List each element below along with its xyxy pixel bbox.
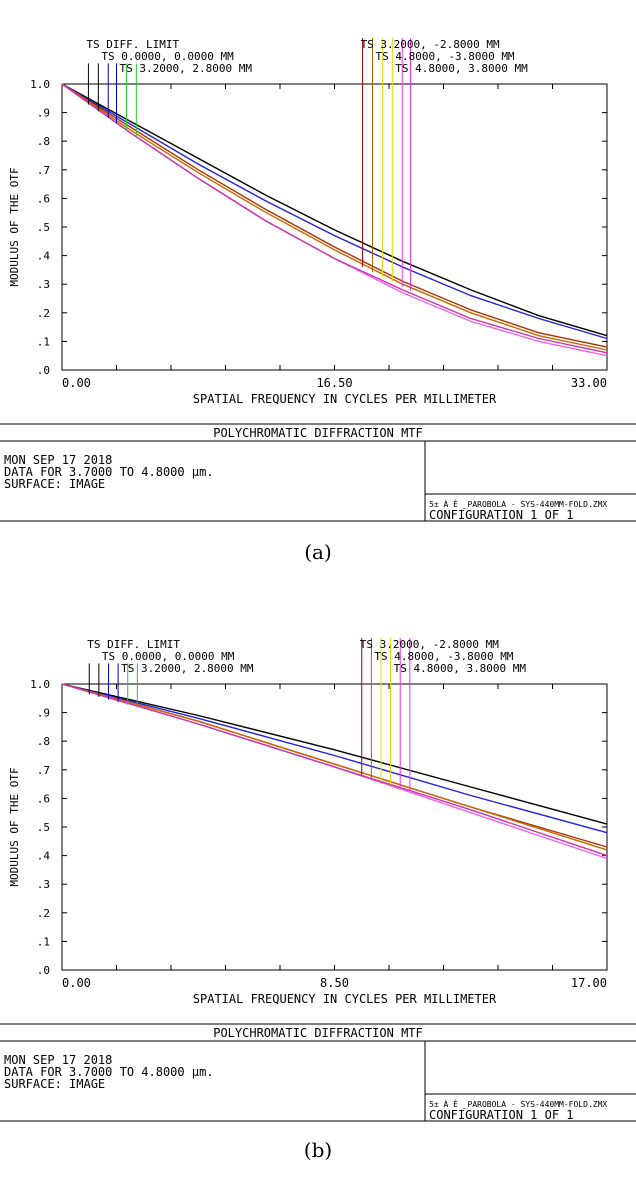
mtf-curve-3 — [61, 83, 608, 348]
legend-left-3: TS 3.2000, 2.8000 MM — [120, 62, 253, 75]
y-tick-label: .5 — [37, 821, 50, 834]
legend-left-2: TS 0.0000, 0.0000 MM — [102, 650, 235, 663]
y-tick-label: .2 — [37, 907, 50, 920]
mtf-chart-b: .0 .1 .2 .3 .4 .5 .6 .7 .8 .9 1.0 0.00 8.50 17.00 SPAT… — [0, 600, 636, 1201]
caption-b: (b) — [303, 1138, 333, 1162]
legend-left-1: TS DIFF. LIMIT — [86, 38, 179, 51]
y-axis-title: MODULUS OF THE OTF — [8, 767, 21, 886]
footer-file-name: 5± À È _PAROBOLA - SYS-440MM-FOLD.ZMX — [429, 498, 607, 509]
y-tick-label: .9 — [37, 707, 50, 720]
x-tick-label: 8.50 — [320, 976, 349, 990]
legend-right-2: TS 4.8000, -3.8000 MM — [375, 50, 514, 63]
y-tick-label: .6 — [37, 192, 50, 205]
plot-frame — [61, 83, 608, 371]
y-tick-label: .5 — [37, 221, 50, 234]
mtf-curve-1 — [61, 683, 608, 825]
footer-surface: SURFACE: IMAGE — [4, 477, 105, 491]
legend-right-3: TS 4.8000, 3.8000 MM — [395, 62, 528, 75]
y-tick-label: 1.0 — [30, 78, 50, 91]
mtf-plot-b: .0 .1 .2 .3 .4 .5 .6 .7 .8 .9 1.0 0.00 8.50 17.00 SPAT… — [0, 637, 636, 1122]
caption-a: (a) — [304, 540, 332, 564]
y-axis-title: MODULUS OF THE OTF — [8, 167, 21, 286]
mtf-curve-5 — [61, 83, 608, 357]
legend-left-2: TS 0.0000, 0.0000 MM — [101, 50, 234, 63]
mtf-curve-2 — [61, 83, 608, 340]
plot-frame — [61, 683, 608, 971]
x-tick-label: 16.50 — [316, 376, 352, 390]
footer-data-range: DATA FOR 3.7000 TO 4.8000 µm. — [4, 1065, 214, 1079]
footer-file-name: 5± À È _PAROBOLA - SYS-440MM-FOLD.ZMX — [429, 1098, 607, 1109]
legend-right-3: TS 4.8000, 3.8000 MM — [394, 662, 527, 675]
y-tick-label: .2 — [37, 307, 50, 320]
mtf-curve-6 — [61, 83, 608, 354]
legend-left-3: TS 3.2000, 2.8000 MM — [121, 662, 254, 675]
footer-configuration: CONFIGURATION 1 OF 1 — [429, 508, 574, 522]
y-tick-label: .6 — [37, 792, 50, 805]
x-tick-label: 0.00 — [62, 376, 91, 390]
mtf-chart-a: .0 .1 .2 .3 .4 .5 .6 .7 .8 .9 1.0 0.00 16.50 33.00 SPA… — [0, 0, 636, 600]
legend-right-1: TS 3.2000, -2.8000 MM — [361, 38, 500, 51]
x-axis-title: SPATIAL FREQUENCY IN CYCLES PER MILLIMET… — [193, 992, 497, 1006]
mtf-curve-2 — [61, 683, 608, 834]
y-tick-label: .1 — [37, 935, 50, 948]
y-tick-label: .8 — [37, 135, 50, 148]
footer-configuration: CONFIGURATION 1 OF 1 — [429, 1108, 574, 1122]
y-tick-label: .3 — [37, 278, 50, 291]
chart-title: POLYCHROMATIC DIFFRACTION MTF — [213, 426, 423, 440]
y-tick-label: .0 — [37, 364, 50, 377]
y-tick-label: .0 — [37, 964, 50, 977]
mtf-curve-6 — [61, 683, 608, 857]
mtf-curve-5 — [61, 683, 608, 860]
y-tick-label: .9 — [37, 107, 50, 120]
y-tick-label: .4 — [37, 850, 51, 863]
x-tick-label: 0.00 — [62, 976, 91, 990]
x-axis-title: SPATIAL FREQUENCY IN CYCLES PER MILLIMET… — [193, 392, 497, 406]
y-tick-label: .3 — [37, 878, 50, 891]
footer-surface: SURFACE: IMAGE — [4, 1077, 105, 1091]
mtf-plot-a: .0 .1 .2 .3 .4 .5 .6 .7 .8 .9 1.0 0.00 16.50 33.00 SPA… — [0, 37, 636, 522]
y-tick-label: .1 — [37, 335, 50, 348]
y-tick-label: .7 — [37, 764, 50, 777]
y-tick-label: .8 — [37, 735, 50, 748]
footer-date: MON SEP 17 2018 — [4, 1053, 112, 1067]
y-tick-label: .7 — [37, 164, 50, 177]
x-tick-label: 33.00 — [571, 376, 607, 390]
y-tick-label: .4 — [37, 250, 51, 263]
y-tick-label: 1.0 — [30, 678, 50, 691]
legend-right-2: TS 4.8000, -3.8000 MM — [374, 650, 513, 663]
legend-right-1: TS 3.2000, -2.8000 MM — [360, 638, 499, 651]
footer-date: MON SEP 17 2018 — [4, 453, 112, 467]
x-tick-label: 17.00 — [571, 976, 607, 990]
chart-title: POLYCHROMATIC DIFFRACTION MTF — [213, 1026, 423, 1040]
mtf-curve-1 — [61, 83, 608, 337]
legend-left-1: TS DIFF. LIMIT — [87, 638, 180, 651]
footer-data-range: DATA FOR 3.7000 TO 4.8000 µm. — [4, 465, 214, 479]
mtf-curve-4 — [61, 683, 608, 851]
mtf-curve-4 — [61, 83, 608, 351]
